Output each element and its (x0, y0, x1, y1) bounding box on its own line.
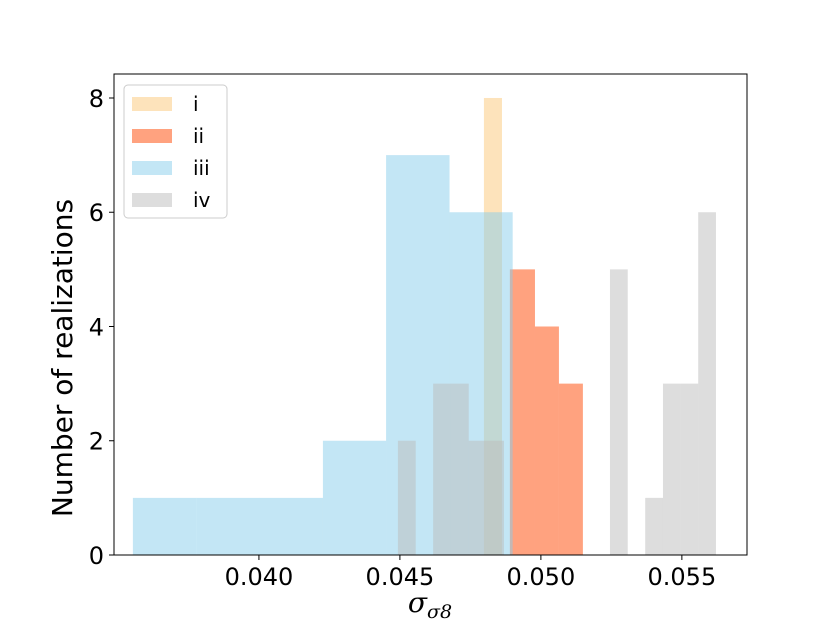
legend-text: i (193, 92, 199, 116)
y-tick-label: 4 (89, 313, 104, 341)
bar (196, 497, 260, 555)
x-tick-label: 0.040 (225, 563, 294, 591)
y-axis-label: Number of realizations (46, 199, 79, 517)
bar (645, 497, 663, 555)
legend-text: ii (193, 124, 204, 148)
bar (433, 383, 451, 555)
bar (468, 440, 487, 555)
bar (509, 269, 535, 555)
y-tick-label: 8 (89, 85, 104, 113)
bar (680, 383, 699, 555)
legend-text: iv (193, 188, 211, 212)
bar (609, 269, 628, 555)
x-axis-label: σσ8 (408, 586, 452, 623)
plot-frame (113, 73, 748, 556)
bar (662, 383, 681, 555)
y-tick-label: 0 (89, 542, 104, 570)
bar (698, 212, 716, 555)
legend-swatch (132, 161, 172, 175)
legend-frame (123, 84, 228, 219)
bar (450, 383, 469, 555)
y-tick-label: 6 (89, 199, 104, 227)
bar (397, 440, 416, 555)
x-tick-label: 0.055 (648, 563, 717, 591)
y-tick-label: 2 (89, 428, 104, 456)
legend-text: iii (193, 156, 210, 180)
bar (322, 440, 387, 555)
legend-swatch (132, 129, 172, 143)
legend-swatch (132, 97, 172, 111)
x-tick-label: 0.050 (507, 563, 576, 591)
x-axis-label-subscript: σ8 (427, 601, 452, 623)
bar (558, 383, 583, 555)
bar (259, 497, 323, 555)
legend-swatch (132, 193, 172, 207)
bar (132, 497, 197, 555)
x-tick-label: 0.045 (366, 563, 435, 591)
bar (486, 440, 504, 555)
x-axis-label-main: σ (408, 586, 428, 619)
bar (534, 326, 559, 555)
